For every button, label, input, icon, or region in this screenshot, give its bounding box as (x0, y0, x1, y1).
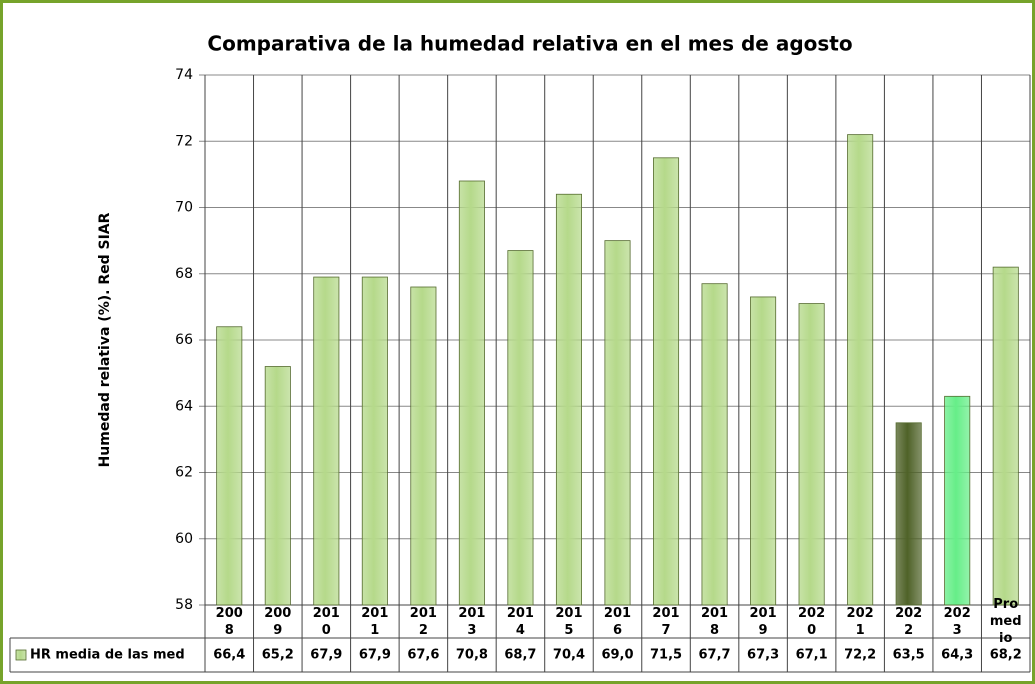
value-label: 67,3 (747, 648, 779, 663)
bar (410, 286, 437, 606)
x-tick-label: 2020 (787, 605, 836, 638)
chart-title: Comparativa de la humedad relativa en el… (207, 32, 852, 56)
bar (750, 296, 777, 606)
category-text: Promedio (989, 597, 1022, 646)
value-label: 71,5 (650, 648, 682, 663)
value-label: 67,1 (796, 648, 828, 663)
category-text: 2013 (458, 605, 486, 638)
value-label: 72,2 (844, 648, 876, 663)
value-label: 64,3 (941, 648, 973, 663)
x-tick-label: 2013 (448, 605, 497, 638)
bar (216, 326, 243, 606)
y-tick-label: 64 (175, 398, 193, 414)
bar (604, 240, 631, 606)
bar (653, 157, 680, 606)
category-text: 2016 (603, 605, 632, 638)
y-tick-label: 70 (175, 200, 193, 216)
y-tick-label: 66 (175, 332, 193, 348)
category-text: 2019 (749, 605, 777, 638)
bar (847, 134, 874, 606)
x-tick-label: 2016 (593, 605, 642, 638)
bar (361, 276, 388, 606)
y-tick-label: 74 (175, 67, 193, 83)
x-tick-label: 2021 (836, 605, 885, 638)
value-label: 67,6 (407, 648, 439, 663)
legend-label: HR media de las med (30, 648, 185, 663)
x-tick-label: 2011 (351, 605, 400, 638)
value-label: 69,0 (601, 648, 633, 663)
category-text: 2009 (264, 605, 292, 638)
category-text: 2010 (312, 605, 340, 638)
x-tick-label: 2012 (399, 605, 448, 638)
category-text: 2014 (506, 605, 534, 638)
category-text: 2012 (409, 605, 437, 638)
bar (458, 180, 485, 606)
y-tick-label: 72 (175, 133, 193, 149)
x-tick-label: 2023 (933, 605, 982, 638)
legend-swatch (15, 649, 27, 661)
bar (798, 303, 825, 606)
category-text: 2017 (652, 605, 680, 638)
x-tick-label: 2017 (642, 605, 691, 638)
x-tick-label: 2015 (545, 605, 594, 638)
bar (992, 266, 1019, 606)
value-label: 70,4 (553, 648, 585, 663)
value-label: 70,8 (456, 648, 488, 663)
x-tick-label: 2009 (254, 605, 303, 638)
bar (264, 366, 291, 606)
category-text: 2011 (361, 605, 389, 638)
value-label: 63,5 (893, 648, 925, 663)
x-tick-label: 2018 (690, 605, 739, 638)
y-tick-label: 58 (175, 597, 193, 613)
category-text: 2022 (895, 605, 923, 638)
y-tick-label: 60 (175, 531, 193, 547)
value-label: 65,2 (262, 648, 294, 663)
x-tick-label: 2022 (884, 605, 933, 638)
bar (313, 276, 340, 606)
bar (507, 250, 534, 606)
bar (895, 422, 922, 606)
x-tick-label: Promedio (981, 597, 1030, 646)
bar (701, 283, 728, 606)
y-tick-label: 62 (175, 465, 193, 481)
value-label: 67,7 (699, 648, 731, 663)
category-text: 2020 (798, 605, 826, 638)
x-tick-label: 2019 (739, 605, 788, 638)
category-text: 2023 (943, 605, 971, 638)
value-label: 67,9 (359, 648, 391, 663)
x-tick-label: 2014 (496, 605, 545, 638)
y-tick-label: 68 (175, 266, 193, 282)
value-label: 68,7 (504, 648, 536, 663)
x-tick-label: 2010 (302, 605, 351, 638)
value-label: 68,2 (990, 648, 1022, 663)
y-axis-label: Humedad relativa (%). Red SIAR (97, 212, 113, 467)
value-label: 67,9 (310, 648, 342, 663)
category-text: 2015 (555, 605, 583, 638)
category-text: 2008 (215, 605, 243, 638)
category-text: 2021 (846, 605, 874, 638)
category-text: 2018 (700, 605, 729, 638)
bar (944, 395, 971, 606)
value-label: 66,4 (213, 648, 245, 663)
x-tick-label: 2008 (205, 605, 254, 638)
bar (555, 193, 582, 606)
